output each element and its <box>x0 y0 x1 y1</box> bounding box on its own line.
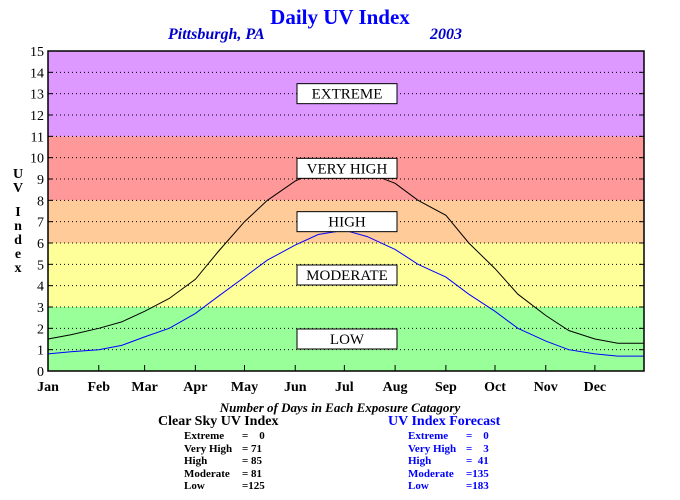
forecast-count-value: = 0 <box>466 430 489 442</box>
location-label: Pittsburgh, PA <box>168 26 265 43</box>
forecast-count-value: =183 <box>466 480 489 492</box>
x-tick-label: Jun <box>284 380 307 395</box>
forecast-category-label: Very High <box>408 442 457 455</box>
clear-sky-row: Moderate = 81 <box>184 468 284 481</box>
forecast-title: UV Index Forecast <box>388 414 501 429</box>
band-label-box-low <box>296 328 398 350</box>
y-tick-label: 2 <box>37 322 44 337</box>
x-tick-label: Apr <box>183 380 207 395</box>
y-tick-label: 7 <box>37 216 44 231</box>
clear-sky-row: Extreme = 0 <box>184 430 284 443</box>
clear-sky-category-label: Extreme <box>184 430 225 442</box>
band-label-box-moderate <box>296 264 398 286</box>
x-tick-label: Sep <box>435 380 457 395</box>
band-label-low: LOW <box>330 332 365 348</box>
forecast-category-label: Extreme <box>408 430 449 442</box>
y-tick-label: 9 <box>37 173 44 188</box>
x-tick-label: Mar <box>131 380 157 395</box>
band-label-high: HIGH <box>328 215 366 231</box>
clear-sky-row: Very High = 71 <box>184 443 284 456</box>
band-label-moderate: MODERATE <box>306 268 388 284</box>
x-tick-label: Dec <box>584 380 607 395</box>
x-tick-label: Jul <box>335 380 354 395</box>
plot-frame <box>47 50 645 372</box>
forecast-count-value: = 41 <box>466 455 489 467</box>
y-tick-label: 8 <box>37 194 44 209</box>
clear-sky-category-label: Very High <box>184 442 233 455</box>
chart-title: Daily UV Index <box>270 5 410 29</box>
y-tick-label: 14 <box>30 66 44 81</box>
clear-sky-category-label: Moderate <box>184 467 230 480</box>
y-tick-label: 4 <box>37 280 44 295</box>
clear-sky-category-label: High <box>184 455 208 467</box>
band-label-box-very-high <box>296 157 398 179</box>
band-label-box-extreme <box>296 83 398 105</box>
chart-subtitle: Number of Days in Each Exposure Catagory <box>219 400 461 415</box>
clear-sky-count-value: = 0 <box>242 430 265 442</box>
year-label: 2003 <box>430 26 462 43</box>
forecast-row: Extreme = 0 <box>408 430 508 443</box>
forecast-row: Low =183 <box>408 480 508 493</box>
band-label-very-high: VERY HIGH <box>307 161 388 177</box>
forecast-category-label: Moderate <box>408 467 454 480</box>
x-tick-label: Feb <box>87 380 110 395</box>
forecast-category-label: High <box>408 455 432 467</box>
clear-sky-stats: Extreme = 0 Very High = 71 High = 85 Moderate =… <box>184 430 284 493</box>
y-tick-label: 0 <box>37 365 44 380</box>
forecast-row: High = 41 <box>408 455 508 468</box>
y-tick-label: 12 <box>30 109 44 124</box>
x-tick-label: Nov <box>534 380 558 395</box>
forecast-count-value: = 3 <box>466 442 489 455</box>
y-tick-label: 15 <box>30 45 44 60</box>
x-tick-label: May <box>231 380 258 395</box>
x-tick-label: Aug <box>383 380 408 395</box>
x-tick-label: Jan <box>37 380 59 395</box>
clear-sky-row: Low =125 <box>184 480 284 493</box>
clear-sky-count-value: = 81 <box>242 467 263 480</box>
y-tick-label: 10 <box>30 152 44 167</box>
y-tick-label: 3 <box>37 301 44 316</box>
clear-sky-title: Clear Sky UV Index <box>158 414 279 429</box>
clear-sky-count-value: = 85 <box>242 455 263 467</box>
y-tick-label: 1 <box>37 344 44 359</box>
x-tick-label: Oct <box>484 380 506 395</box>
y-tick-label: 6 <box>37 237 44 252</box>
forecast-category-label: Low <box>408 480 429 492</box>
forecast-row: Very High = 3 <box>408 443 508 456</box>
band-label-box-high <box>296 211 398 233</box>
forecast-row: Moderate =135 <box>408 468 508 481</box>
clear-sky-count-value: = 71 <box>242 442 263 455</box>
y-tick-label: 13 <box>30 88 44 103</box>
y-tick-label: 5 <box>37 258 44 273</box>
clear-sky-count-value: =125 <box>242 480 265 492</box>
clear-sky-category-label: Low <box>184 480 205 492</box>
forecast-stats: Extreme = 0 Very High = 3 High = 41 Moderate =1… <box>408 430 508 493</box>
y-tick-label: 11 <box>31 130 44 145</box>
forecast-count-value: =135 <box>466 467 489 480</box>
clear-sky-row: High = 85 <box>184 455 284 468</box>
band-label-extreme: EXTREME <box>312 87 383 103</box>
